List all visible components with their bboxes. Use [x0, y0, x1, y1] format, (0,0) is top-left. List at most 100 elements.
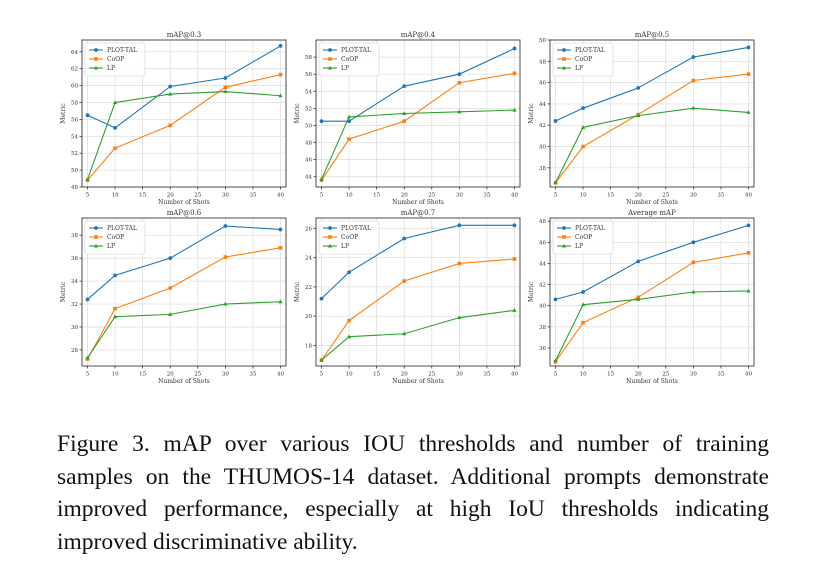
data-point — [113, 273, 117, 278]
data-point — [168, 123, 173, 128]
y-tick-label: 30 — [71, 325, 78, 331]
x-tick-label: 40 — [277, 372, 284, 378]
data-point — [223, 255, 228, 259]
plot-frame — [81, 217, 287, 367]
y-tick-label: 50 — [305, 123, 312, 129]
chart-title: mAP@0.6 — [167, 209, 202, 217]
y-tick-label: 36 — [71, 256, 78, 262]
data-point — [402, 84, 407, 89]
legend-marker — [561, 243, 567, 248]
y-tick-label: 56 — [305, 72, 312, 78]
y-tick-label: 56 — [71, 117, 78, 123]
data-point — [457, 261, 462, 266]
data-point — [691, 240, 696, 245]
data-point — [746, 223, 751, 228]
legend-label: CoOP — [575, 234, 592, 241]
y-tick-label: 42 — [539, 123, 546, 129]
chart-panel: 5 10 15 20 25 30 35 40 38 40 42 44 46 48 50 mAP@0.5 Numb… — [528, 31, 755, 206]
y-tick-label: 32 — [71, 302, 78, 308]
data-point — [112, 314, 118, 319]
data-point — [113, 306, 117, 311]
x-tick-label: 20 — [401, 372, 408, 378]
x-tick-label: 25 — [428, 372, 435, 378]
x-tick-label: 15 — [139, 372, 146, 378]
x-tick-label: 10 — [580, 372, 587, 378]
legend-marker — [328, 235, 332, 239]
x-tick-label: 15 — [607, 193, 614, 199]
data-point — [278, 246, 283, 250]
figure-charts: 5 10 15 20 25 30 35 40 48 50 52 54 56 58 60 62 64 mAP@0.3… — [60, 31, 755, 385]
y-tick-label: 40 — [539, 145, 546, 151]
x-tick-label: 30 — [222, 193, 229, 199]
legend-label: PLOT-TAL — [575, 225, 605, 232]
y-tick-label: 44 — [305, 175, 312, 181]
plot-frame — [549, 39, 755, 188]
legend-label: CoOP — [107, 56, 124, 63]
legend-label: LP — [575, 243, 583, 250]
x-tick-label: 40 — [511, 372, 518, 378]
y-tick-label: 54 — [305, 89, 312, 95]
data-point — [402, 279, 407, 283]
x-tick-label: 20 — [167, 193, 174, 199]
legend-marker — [562, 226, 566, 230]
data-point — [691, 260, 696, 265]
x-tick-label: 35 — [717, 372, 724, 378]
data-point — [580, 125, 586, 129]
x-tick-label: 30 — [690, 372, 697, 378]
series-line — [555, 252, 749, 363]
y-tick-label: 48 — [539, 219, 546, 225]
chart-title: mAP@0.5 — [635, 31, 670, 39]
legend-marker — [562, 57, 566, 61]
data-point — [319, 119, 324, 124]
x-tick-label: 5 — [554, 372, 558, 378]
y-tick-label: 52 — [71, 151, 78, 157]
x-tick-label: 15 — [373, 193, 380, 199]
legend-marker — [94, 226, 98, 230]
y-tick-label: 50 — [71, 168, 78, 174]
data-point — [85, 297, 90, 302]
data-point — [402, 331, 407, 336]
chart-legend: PLOT-TAL CoOP LP — [552, 220, 614, 255]
plot-frame — [549, 217, 755, 367]
legend-marker — [328, 226, 332, 230]
data-point — [746, 288, 751, 293]
x-axis-label: Number of Shots — [626, 378, 678, 385]
series-line — [86, 90, 281, 180]
y-tick-label: 60 — [71, 84, 78, 90]
x-axis-label: Number of Shots — [626, 199, 678, 206]
data-point — [691, 105, 696, 110]
legend-marker — [561, 65, 567, 70]
legend-label: LP — [575, 65, 583, 72]
data-point — [457, 109, 462, 114]
data-point — [636, 86, 641, 90]
y-tick-label: 36 — [539, 346, 546, 352]
data-point — [457, 315, 462, 320]
data-point — [581, 320, 585, 325]
x-tick-label: 35 — [483, 372, 490, 378]
legend-marker — [327, 65, 333, 70]
y-tick-label: 58 — [305, 55, 312, 61]
data-point — [223, 301, 228, 306]
data-point — [319, 357, 324, 362]
data-point — [112, 100, 118, 105]
x-tick-label: 5 — [86, 193, 90, 199]
series-line — [555, 290, 749, 361]
chart-title: mAP@0.3 — [167, 31, 202, 39]
data-point — [512, 223, 517, 228]
x-tick-label: 25 — [428, 193, 435, 199]
data-point — [278, 72, 283, 77]
legend-label: CoOP — [575, 56, 592, 63]
data-point — [113, 146, 117, 150]
data-point — [85, 355, 90, 360]
x-tick-label: 35 — [717, 193, 724, 199]
data-point — [636, 297, 641, 301]
x-tick-label: 35 — [249, 193, 256, 199]
x-tick-label: 25 — [662, 193, 669, 199]
legend-label: CoOP — [341, 234, 358, 241]
data-point — [636, 259, 641, 264]
data-point — [553, 358, 558, 363]
x-tick-label: 35 — [483, 193, 490, 199]
x-tick-label: 15 — [139, 193, 146, 199]
y-tick-label: 20 — [305, 314, 312, 320]
legend-label: PLOT-TAL — [341, 47, 371, 54]
